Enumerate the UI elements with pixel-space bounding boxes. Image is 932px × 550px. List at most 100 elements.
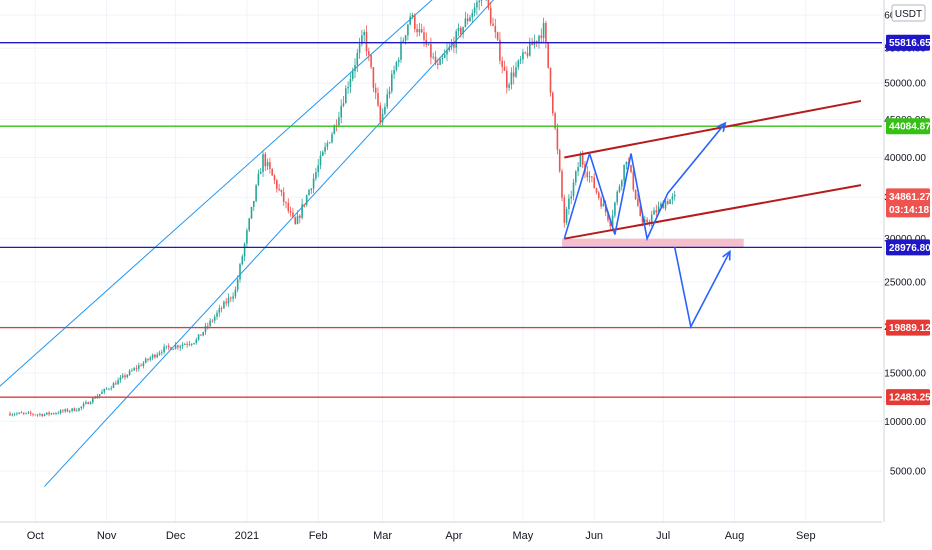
price-axis[interactable]: 5000.0010000.0015000.0020000.0025000.003…: [883, 0, 926, 522]
candle-body: [303, 204, 306, 206]
candle-body: [248, 218, 250, 231]
candle-body: [602, 203, 605, 207]
candle-body: [639, 205, 641, 216]
candle-body: [138, 365, 140, 369]
candle-body: [9, 413, 11, 416]
candle-body: [650, 214, 653, 222]
candle-body: [255, 185, 257, 201]
candle-body: [515, 67, 517, 77]
support-zone: [562, 238, 744, 248]
candle-body: [200, 334, 202, 336]
candle-body: [621, 180, 623, 187]
candle-body: [202, 332, 204, 336]
candle-body: [46, 412, 48, 415]
candle-body: [416, 28, 418, 33]
trend-line: [564, 99, 862, 159]
candle-body: [402, 40, 405, 42]
candle-body: [101, 391, 103, 394]
candle-body: [236, 279, 239, 290]
candle-body: [420, 29, 423, 33]
level-price-tag-text: 19889.12: [889, 323, 931, 334]
candle-body: [119, 377, 122, 381]
candle-body: [142, 362, 145, 366]
price-tags: 55816.65 44084.87 28976.80 19889.12 12483.25…: [886, 34, 931, 406]
candle-body: [634, 189, 637, 200]
level-price-tag-box: [886, 118, 930, 135]
candle-body: [556, 128, 559, 150]
candle-body: [565, 209, 568, 223]
candle-body: [296, 215, 299, 225]
candle-body: [94, 397, 96, 399]
candle-body: [317, 165, 319, 173]
candle-body: [73, 408, 76, 412]
candle-body: [34, 414, 37, 416]
candle-body: [133, 368, 135, 371]
level-price-tag-box: [886, 319, 930, 336]
candle-body: [363, 31, 365, 36]
candle-body: [379, 105, 382, 123]
time-tick-label: Jun: [585, 530, 603, 542]
candle-body: [82, 403, 85, 407]
candle-body: [223, 301, 225, 309]
candle-body: [108, 388, 110, 390]
candle-body: [167, 345, 170, 348]
candle-body: [368, 51, 370, 55]
candle-body: [149, 357, 152, 360]
candle-body: [473, 7, 476, 13]
time-tick-label: Nov: [97, 530, 117, 542]
currency-badge-box[interactable]: [891, 4, 926, 22]
candle-body: [351, 71, 354, 80]
candle-body: [64, 409, 66, 412]
candle-body: [598, 192, 600, 198]
candle-body: [538, 35, 540, 42]
candle-body: [154, 354, 156, 358]
candle-body: [361, 35, 363, 45]
arrowhead-icon: [716, 121, 727, 133]
candle-body: [110, 387, 112, 389]
candle-body: [641, 215, 644, 223]
currency-badge[interactable]: USDT: [891, 4, 926, 22]
candle-body: [561, 171, 563, 198]
candle-body: [464, 18, 467, 27]
candle-body: [69, 410, 71, 412]
candle-body: [377, 93, 379, 106]
candle-body: [319, 155, 322, 166]
time-tick-label: Oct: [27, 530, 44, 542]
candle-body: [517, 60, 520, 68]
candle-body: [257, 173, 260, 186]
time-axis[interactable]: Oct Nov Dec 2021 Feb Mar Apr May Jun Jul Aug Sep: [0, 521, 882, 542]
candle-body: [246, 230, 248, 244]
projection-path: [563, 122, 726, 242]
candle-body: [271, 168, 273, 176]
candle-body: [644, 219, 646, 223]
projection-path: [673, 247, 731, 330]
candle-body: [276, 180, 278, 189]
candle-body: [163, 346, 165, 353]
candle-body: [427, 44, 430, 45]
candle-body: [331, 134, 333, 143]
candle-body: [333, 125, 336, 135]
time-tick-label: Jul: [656, 530, 670, 542]
candle-body: [522, 52, 524, 60]
candle-body: [607, 212, 609, 221]
candle-body: [103, 388, 106, 392]
candle-body: [469, 17, 471, 22]
candle-body: [342, 103, 345, 106]
candle-body: [232, 296, 234, 299]
candle-body: [259, 171, 262, 174]
candle-body: [11, 414, 14, 416]
candle-body: [36, 414, 39, 416]
level-price-tag-text: 55816.65: [889, 38, 931, 49]
candle-body: [280, 189, 283, 193]
candle-body: [117, 380, 119, 385]
candle-body: [450, 43, 453, 47]
level-price-tag-text: 28976.80: [889, 243, 931, 254]
candle-body: [66, 409, 69, 412]
candle-body: [225, 301, 227, 304]
candle-body: [531, 41, 533, 46]
candle-body: [211, 320, 214, 322]
candle-body: [637, 199, 639, 206]
candle-body: [151, 354, 154, 358]
candle-body: [669, 199, 671, 204]
